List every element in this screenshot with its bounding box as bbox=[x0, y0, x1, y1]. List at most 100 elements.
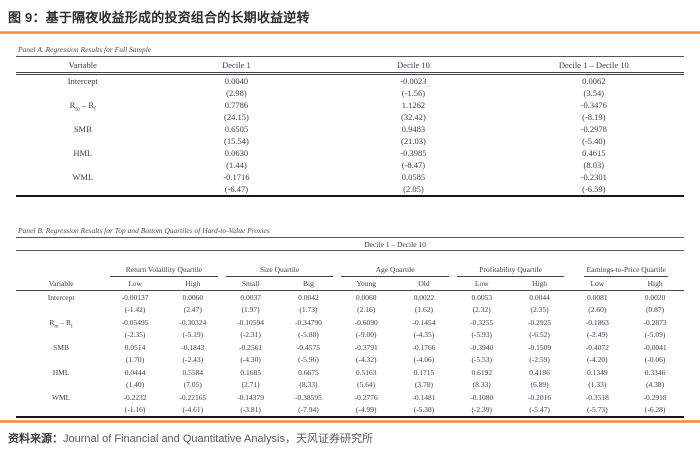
tstat-cell: (2.35) bbox=[530, 305, 549, 315]
coef-cell: -0.1509 bbox=[527, 342, 552, 352]
tstat-cell: (2.71) bbox=[241, 380, 260, 390]
tstat-row: (-2.35) (-5.19) (-2.31) (-5.88) (-9.00) (-4.3… bbox=[16, 329, 684, 342]
panel-a-table: Variable Decile 1 Decile 10 Decile 1 – Deci… bbox=[16, 56, 684, 197]
tstat-cell: (-7.94) bbox=[279, 403, 338, 418]
tstat-cell: (-4.30) bbox=[240, 355, 261, 365]
tstat-cell: (-4.32) bbox=[355, 355, 377, 365]
quartile-group-header: Size Quartile bbox=[222, 251, 338, 277]
coef-cell: 0.0081 bbox=[587, 292, 608, 302]
coef-row: HML 0.0630 -0.3985 0.4615 bbox=[16, 147, 684, 159]
empty-cell bbox=[16, 304, 106, 317]
coef-row: WML -0.2232 -0.22165 -0.14379 -0.38595 -0.277… bbox=[16, 391, 684, 404]
coef-cell: -0.1766 bbox=[412, 342, 436, 352]
quartile-subcolumn-header: Small bbox=[221, 277, 280, 291]
coef-row: HML 0.0444 0.5584 0.1685 0.6675 0.5163 0.1715 0… bbox=[16, 366, 684, 379]
panel-b-group-row: Return Volatility Quartile Size Quartile A… bbox=[16, 251, 684, 277]
quartile-group-header: Earnings-to-Price Quartile bbox=[568, 251, 684, 277]
tstat-cell: (4.38) bbox=[646, 380, 665, 390]
coef-cell: 0.0062 bbox=[582, 76, 606, 86]
coef-cell: 0.4186 bbox=[529, 367, 550, 377]
quartile-group-label: Age Quartile bbox=[341, 266, 449, 277]
tstat-cell: (7.05) bbox=[183, 380, 202, 390]
coef-cell: -0.2925 bbox=[527, 317, 552, 327]
tstat-cell: (3.78) bbox=[414, 380, 434, 390]
accent-rule-bottom bbox=[0, 420, 700, 423]
coef-cell: 0.9483 bbox=[401, 124, 426, 134]
tstat-cell: (-4.20) bbox=[587, 355, 608, 365]
tstat-cell: (-1.16) bbox=[106, 403, 164, 418]
tstat-cell: (-5.38) bbox=[395, 403, 453, 418]
panel-b-subheader-row: Variable Low High Small Big Young Old Low High Lo… bbox=[16, 277, 684, 291]
tstat-cell: (-2.59) bbox=[529, 355, 550, 365]
panel-b-table: Decile 1 – Decile 10 Return Volatility Q… bbox=[16, 237, 684, 418]
tstat-cell: (8.33) bbox=[299, 380, 318, 390]
quartile-group-label: Profitability Quartile bbox=[456, 266, 565, 277]
variable-label: Intercept bbox=[47, 292, 75, 302]
coef-cell: 0.0053 bbox=[471, 292, 493, 302]
tstat-cell: (-6.59) bbox=[503, 183, 684, 197]
quartile-group-label: Size Quartile bbox=[225, 266, 334, 277]
decile-span-header: Decile 1 – Decile 10 bbox=[106, 237, 684, 251]
tstat-cell: (2.60) bbox=[588, 305, 607, 315]
panel-a-header-row: Variable Decile 1 Decile 10 Decile 1 – Deci… bbox=[16, 56, 684, 75]
tstat-cell: (1.97) bbox=[241, 305, 260, 315]
tstat-cell: (-2.49) bbox=[587, 330, 608, 340]
figure-footer: 资料来源：Journal of Financial and Quantitati… bbox=[0, 420, 700, 446]
variable-label: WML bbox=[51, 392, 71, 402]
panel-b-caption: Panel B. Regression Results for Top and … bbox=[18, 226, 270, 235]
tstat-cell: (2.16) bbox=[357, 305, 376, 315]
quartile-group-label: Return Volatility Quartile bbox=[110, 266, 218, 277]
panel-a-body: Intercept 0.0040 -0.0023 0.0062 (2.98) (-1.56… bbox=[16, 74, 684, 197]
quartile-subcolumn-header: High bbox=[510, 277, 569, 291]
tstat-cell: (2.47) bbox=[183, 305, 202, 315]
tstat-cell: (6.89) bbox=[530, 380, 549, 390]
tstat-cell: (-3.81) bbox=[221, 403, 280, 418]
coef-cell: -0.1080 bbox=[470, 392, 494, 402]
accent-rule-top bbox=[0, 31, 700, 34]
tstat-cell: (-4.99) bbox=[337, 403, 396, 418]
tstat-cell: (-2.39) bbox=[452, 403, 511, 418]
empty-cell bbox=[16, 354, 106, 367]
quartile-group-header: Age Quartile bbox=[337, 251, 453, 277]
coef-cell: 0.0022 bbox=[413, 292, 435, 302]
tstat-cell: (-6.52) bbox=[529, 330, 550, 340]
tstat-cell: (24.15) bbox=[224, 112, 249, 122]
quartile-group-header: Profitability Quartile bbox=[453, 251, 569, 277]
panel-a: Panel A. Regression Results for Full Sam… bbox=[16, 45, 684, 197]
tstat-cell: (-5.53) bbox=[471, 355, 493, 365]
coef-cell: 0.0044 bbox=[529, 292, 550, 302]
panel-b-span-row: Decile 1 – Decile 10 bbox=[16, 237, 684, 251]
coef-row: Intercept 0.0040 -0.0023 0.0062 bbox=[16, 74, 684, 88]
coef-cell: 0.0020 bbox=[644, 292, 666, 302]
coef-cell: -0.3476 bbox=[580, 100, 607, 110]
empty-cell bbox=[16, 379, 106, 392]
tstat-cell: (-1.56) bbox=[401, 88, 426, 98]
coef-cell: 0.6505 bbox=[224, 124, 249, 134]
tstat-cell: (1.62) bbox=[414, 305, 434, 315]
tstat-cell: (-5.09) bbox=[644, 330, 666, 340]
tstat-cell: (-5.96) bbox=[298, 355, 319, 365]
tstat-cell: (2.32) bbox=[472, 305, 491, 315]
coef-row: Rm – Rf 0.7786 1.1262 -0.3476 bbox=[16, 99, 684, 111]
variable-label: HML bbox=[52, 367, 70, 377]
coef-cell: -0.1454 bbox=[412, 317, 436, 327]
coef-cell: -0.1863 bbox=[585, 317, 609, 327]
column-header: Decile 1 – Decile 10 bbox=[503, 56, 684, 75]
tstat-cell: (-8.19) bbox=[582, 112, 606, 122]
coef-cell: 0.5584 bbox=[182, 367, 204, 377]
coef-cell: -0.3255 bbox=[470, 317, 494, 327]
quartile-subcolumn-header: High bbox=[163, 277, 222, 291]
coef-cell: 0.6192 bbox=[471, 367, 493, 377]
coef-cell: 0.0514 bbox=[124, 342, 146, 352]
coef-cell: -0.22165 bbox=[179, 392, 207, 402]
quartile-subcolumn-header: Low bbox=[106, 277, 164, 291]
empty-cell bbox=[16, 111, 150, 123]
coef-cell: -0.4575 bbox=[296, 342, 320, 352]
tstat-cell: (2.98) bbox=[226, 88, 247, 98]
variable-label: Intercept bbox=[67, 76, 98, 86]
panel-b-body: Intercept -0.00137 0.0060 0.0037 0.0042 0.006… bbox=[16, 291, 684, 418]
coef-cell: -0.2301 bbox=[580, 172, 607, 182]
tstat-cell: (8.03) bbox=[583, 160, 605, 170]
variable-label: SMB bbox=[73, 124, 92, 134]
